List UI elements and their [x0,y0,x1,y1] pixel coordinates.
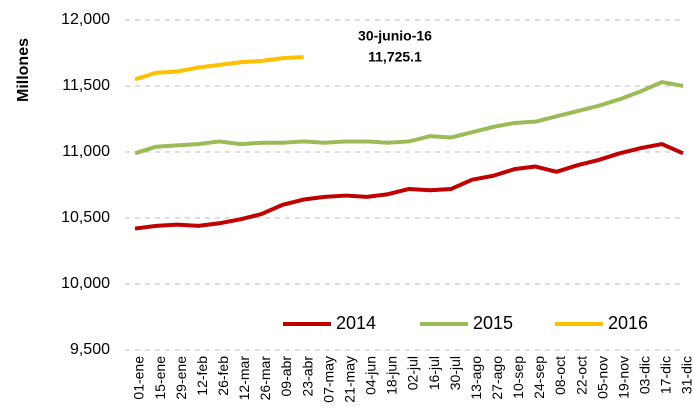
x-tick-label: 24-sep [531,356,547,399]
x-tick-label: 03-dic [637,356,653,394]
x-tick-label: 02-jul [405,356,421,390]
x-tick-label: 12-mar [236,356,252,401]
x-tick-label: 27-ago [489,356,505,400]
legend-label: 2015 [473,313,513,333]
series-line [134,80,684,156]
x-tick-label: 07-may [320,356,336,403]
y-tick-label: 10,500 [61,209,110,226]
y-tick-label: 11,500 [62,77,110,94]
x-tick-label: 22-oct [573,356,589,395]
x-tick-label: 12-feb [194,356,210,396]
y-tick-label: 11,000 [62,143,110,160]
x-tick-label: 10-sep [510,356,526,399]
x-tick-label: 31-dic [679,356,693,394]
x-tick-label: 17-dic [658,356,674,394]
y-tick-label: 9,500 [70,341,110,358]
x-tick-label: 19-nov [615,356,631,399]
x-tick-label: 26-mar [257,356,273,401]
annotation: 11,725.1 [368,49,422,65]
x-tick-label: 13-ago [468,356,484,400]
y-tick-label: 10,000 [61,275,110,292]
annotation: 30-junio-16 [358,28,432,44]
x-tick-label: 30-jul [447,356,463,390]
series-line [134,54,304,82]
x-tick-label: 18-jun [384,356,400,395]
legend-label: 2016 [608,313,648,333]
x-tick-label: 23-abr [299,356,315,397]
x-tick-label: 21-may [341,356,357,403]
x-tick-label: 26-feb [215,356,231,396]
y-axis-label: Millones [15,38,32,102]
series-line [134,142,684,231]
x-tick-label: 05-nov [594,356,610,399]
x-tick-label: 29-ene [173,356,189,400]
x-tick-label: 16-jul [426,356,442,390]
y-tick-label: 12,000 [61,11,110,28]
x-tick-label: 15-ene [152,356,168,400]
x-tick-label: 08-oct [552,356,568,395]
x-tick-label: 09-abr [278,356,294,397]
legend-label: 2014 [336,313,376,333]
x-tick-label: 01-ene [131,356,147,400]
x-tick-label: 04-jun [363,356,379,395]
